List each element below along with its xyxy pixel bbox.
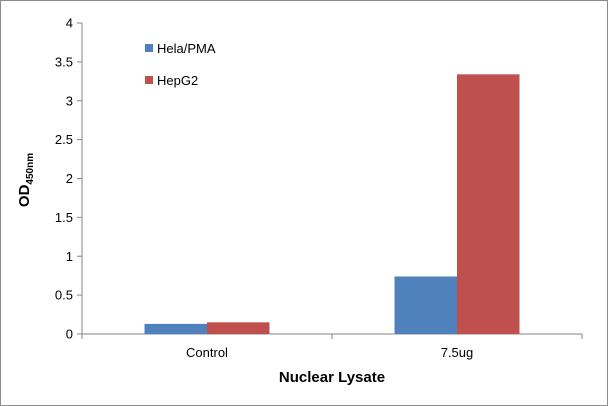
legend-swatch-hepg2: [145, 76, 153, 84]
y-tick-label: 4: [66, 16, 73, 31]
y-axis-title-main: OD: [16, 184, 33, 207]
legend: Hela/PMA HepG2: [145, 41, 216, 88]
y-tick-label: 2: [66, 171, 73, 186]
legend-label-hela-pma: Hela/PMA: [157, 41, 216, 56]
bar-hela-pma-7-5ug: [394, 276, 457, 334]
y-axis-title-subscript: 450nm: [25, 153, 36, 185]
legend-swatch-hela-pma: [145, 44, 153, 52]
x-tick-label: 7.5ug: [441, 345, 474, 360]
bar-hela-pma-control: [144, 323, 207, 334]
x-tick-label: Control: [186, 345, 228, 360]
legend-label-hepg2: HepG2: [157, 73, 198, 88]
y-axis-title: OD450nm: [16, 153, 36, 207]
y-tick-label: 0.5: [55, 288, 73, 303]
y-tick-label: 2.5: [55, 132, 73, 147]
y-tick-label: 0: [66, 327, 73, 342]
x-axis-title: Nuclear Lysate: [279, 369, 385, 386]
bar-hepg2-control: [207, 322, 270, 334]
y-tick-label: 3.5: [55, 54, 73, 69]
y-tick-label: 3: [66, 93, 73, 108]
bar-hepg2-7-5ug: [457, 74, 520, 334]
y-tick-label: 1.5: [55, 210, 73, 225]
y-tick-label: 1: [66, 249, 73, 264]
